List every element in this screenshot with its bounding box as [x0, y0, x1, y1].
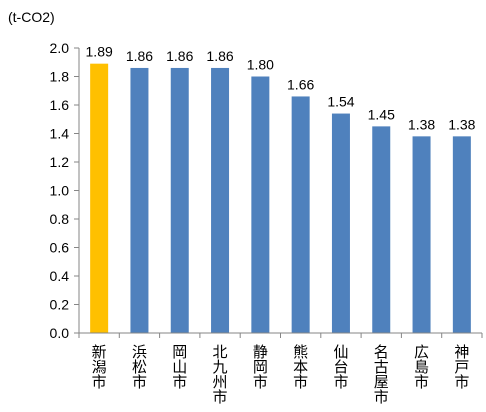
bar — [130, 67, 149, 333]
y-tick-label: 0.6 — [50, 240, 70, 256]
category-label: 新潟市 — [92, 344, 107, 391]
y-tick-label: 0.8 — [50, 211, 70, 227]
bar — [452, 136, 471, 333]
bar — [170, 67, 189, 333]
category-label: 名古屋市 — [374, 344, 389, 406]
value-labels: 1.89 1.86 1.86 1.86 1.80 1.66 1.54 1.45 1.38 1.38 — [86, 44, 476, 133]
value-label: 1.38 — [408, 116, 435, 132]
category-labels: 新潟市 浜松市 岡山市 北九州市 静岡市 熊本市 仙台市 名古屋市 広島市 神戸市 — [92, 344, 470, 406]
category-label: 岡山市 — [172, 344, 187, 391]
y-tick-label: 0.4 — [50, 268, 70, 284]
y-tick-label: 0.0 — [50, 325, 70, 341]
y-tick-label: 1.6 — [50, 97, 70, 113]
value-label: 1.86 — [126, 48, 153, 64]
bars — [90, 63, 471, 334]
y-tick-label: 1.0 — [50, 183, 70, 199]
category-label: 浜松市 — [132, 344, 147, 391]
bar — [372, 126, 391, 333]
y-axis-ticks: 0.0 0.2 0.4 0.6 0.8 1.0 1.2 1.4 1.6 1.8 2.0 — [50, 40, 79, 341]
category-label: 北九州市 — [213, 344, 228, 406]
y-tick-label: 2.0 — [50, 40, 70, 56]
value-label: 1.45 — [368, 106, 395, 122]
value-label: 1.66 — [287, 76, 314, 92]
category-label: 静岡市 — [253, 344, 268, 391]
bar — [251, 76, 270, 333]
y-tick-label: 0.2 — [50, 297, 70, 313]
value-label: 1.38 — [448, 116, 475, 132]
value-label: 1.86 — [206, 48, 233, 64]
y-tick-label: 1.2 — [50, 154, 70, 170]
value-label: 1.80 — [247, 57, 274, 73]
category-label: 神戸市 — [454, 344, 469, 391]
y-tick-label: 1.8 — [50, 69, 70, 85]
category-label: 熊本市 — [293, 344, 308, 391]
bar — [211, 67, 230, 333]
bar — [291, 96, 310, 333]
bar — [90, 63, 109, 334]
axes — [78, 48, 483, 338]
bar — [331, 113, 350, 333]
category-label: 広島市 — [414, 344, 429, 391]
value-label: 1.89 — [86, 44, 113, 60]
y-tick-label: 1.4 — [50, 126, 70, 142]
value-label: 1.86 — [166, 48, 193, 64]
y-axis-unit-label: (t-CO2) — [8, 9, 55, 25]
value-label: 1.54 — [327, 94, 354, 110]
bar — [412, 136, 431, 333]
category-label: 仙台市 — [333, 344, 348, 391]
